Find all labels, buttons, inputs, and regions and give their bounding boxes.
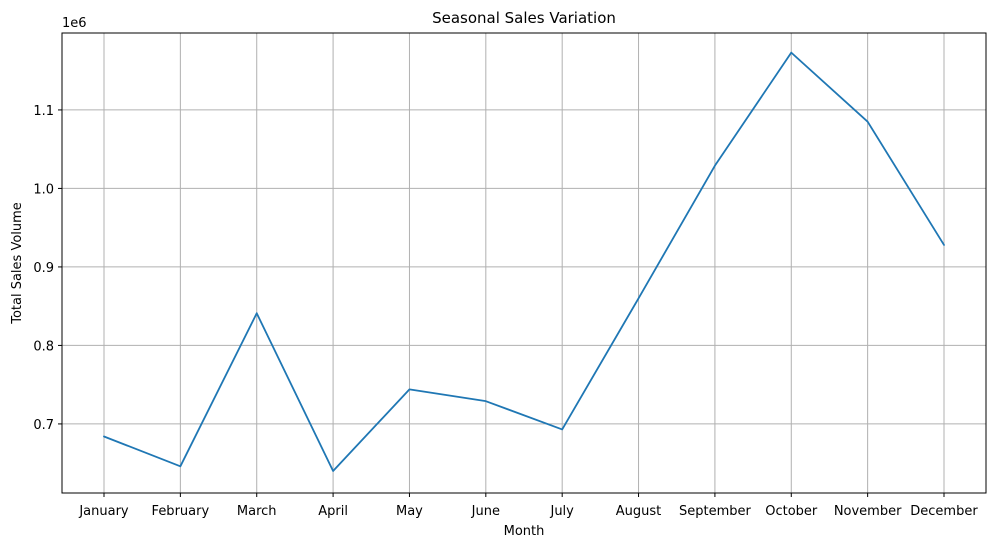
chart-title: Seasonal Sales Variation <box>432 9 616 27</box>
x-tick-label: November <box>834 504 902 519</box>
plot-frame <box>61 32 987 494</box>
y-axis-offset-label: 1e6 <box>62 16 87 31</box>
x-tick-label: December <box>910 504 978 519</box>
x-tick-label: February <box>152 504 210 519</box>
axis-ticks: January February March April May June July Augu… <box>33 104 978 519</box>
x-tick-label: January <box>78 504 129 519</box>
series-line <box>103 51 945 472</box>
x-tick-label: July <box>549 504 574 519</box>
x-tick-label: June <box>471 504 500 519</box>
y-tick-label: 1.0 <box>33 182 54 197</box>
x-tick-label: May <box>396 504 423 519</box>
x-axis-label: Month <box>504 524 545 539</box>
x-tick-label: August <box>616 504 662 519</box>
y-tick-label: 1.1 <box>33 104 54 119</box>
x-tick-label: September <box>679 504 752 519</box>
y-tick-label: 0.7 <box>33 418 54 433</box>
x-tick-label: October <box>765 504 818 519</box>
grid-lines <box>62 33 986 493</box>
y-tick-label: 0.8 <box>33 339 54 354</box>
series-layer <box>103 51 945 472</box>
y-axis-label: Total Sales Volume <box>10 202 25 325</box>
x-tick-label: April <box>318 504 348 519</box>
y-tick-label: 0.9 <box>33 261 54 276</box>
x-tick-label: March <box>237 504 277 519</box>
